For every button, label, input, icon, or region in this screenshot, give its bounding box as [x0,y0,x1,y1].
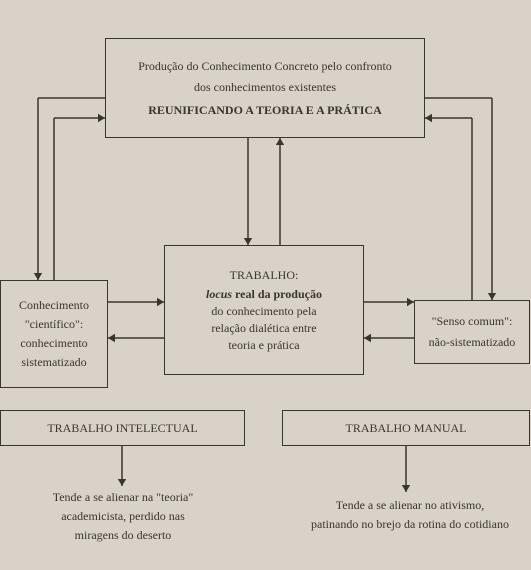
caption-left_bottom: Tende a se alienar na "teoria" academicis… [18,490,228,543]
box-center-line: locus real da produção [206,287,322,302]
caption-right_bottom-line: Tende a se alienar no ativismo, [300,498,520,513]
box-top-line: REUNIFICANDO A TEORIA E A PRÁTICA [148,103,382,118]
box-center-line: relação dialética entre [211,321,316,336]
box-top-line: Produção do Conhecimento Concreto pelo c… [138,59,392,74]
box-left: Conhecimento "científico": conhecimento sis… [0,280,108,388]
box-left-line: conhecimento [20,336,87,351]
box-left-line: sistematizado [21,355,86,370]
box-top-line: dos conhecimentos existentes [194,80,336,95]
box-manual: TRABALHO MANUAL [282,410,530,446]
box-intelectual-line: TRABALHO INTELECTUAL [47,421,197,436]
caption-left_bottom-line: miragens do deserto [18,528,228,543]
box-intelectual: TRABALHO INTELECTUAL [0,410,245,446]
caption-left_bottom-line: academicista, perdido nas [18,509,228,524]
box-right: "Senso comum": não-sistematizado [414,300,530,364]
caption-left_bottom-line: Tende a se alienar na "teoria" [18,490,228,505]
box-left-line: "científico": [25,317,83,332]
box-manual-line: TRABALHO MANUAL [346,421,467,436]
box-center: TRABALHO: locus real da produção do conhec… [164,245,364,375]
box-top: Produção do Conhecimento Concreto pelo c… [105,38,425,138]
box-center-line: teoria e prática [228,338,299,353]
box-center-line: TRABALHO: [230,268,299,283]
box-right-line: não-sistematizado [429,335,516,350]
caption-right_bottom: Tende a se alienar no ativismo, patinando… [300,498,520,532]
box-center-line: do conhecimento pela [211,304,316,319]
box-right-line: "Senso comum": [432,314,513,329]
box-left-line: Conhecimento [19,298,89,313]
caption-right_bottom-line: patinando no brejo da rotina do cotidian… [300,517,520,532]
